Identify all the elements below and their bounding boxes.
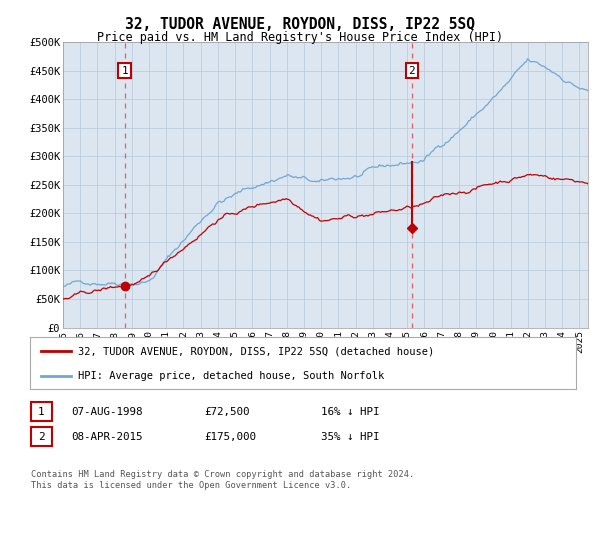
Text: £175,000: £175,000 <box>204 432 256 442</box>
Text: 07-AUG-1998: 07-AUG-1998 <box>71 407 142 417</box>
Text: 1: 1 <box>38 407 45 417</box>
Text: 16% ↓ HPI: 16% ↓ HPI <box>321 407 380 417</box>
Text: HPI: Average price, detached house, South Norfolk: HPI: Average price, detached house, Sout… <box>78 371 384 381</box>
Text: 32, TUDOR AVENUE, ROYDON, DISS, IP22 5SQ: 32, TUDOR AVENUE, ROYDON, DISS, IP22 5SQ <box>125 17 475 32</box>
Text: £72,500: £72,500 <box>204 407 250 417</box>
Text: Contains HM Land Registry data © Crown copyright and database right 2024.
This d: Contains HM Land Registry data © Crown c… <box>31 470 415 490</box>
Text: 35% ↓ HPI: 35% ↓ HPI <box>321 432 380 442</box>
Text: 2: 2 <box>409 66 415 76</box>
Text: Price paid vs. HM Land Registry's House Price Index (HPI): Price paid vs. HM Land Registry's House … <box>97 31 503 44</box>
Text: 2: 2 <box>38 432 45 442</box>
Text: 08-APR-2015: 08-APR-2015 <box>71 432 142 442</box>
Text: 1: 1 <box>121 66 128 76</box>
Text: 32, TUDOR AVENUE, ROYDON, DISS, IP22 5SQ (detached house): 32, TUDOR AVENUE, ROYDON, DISS, IP22 5SQ… <box>78 346 434 356</box>
